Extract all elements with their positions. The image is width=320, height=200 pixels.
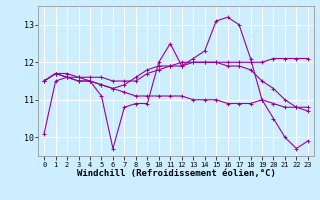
- X-axis label: Windchill (Refroidissement éolien,°C): Windchill (Refroidissement éolien,°C): [76, 169, 276, 178]
